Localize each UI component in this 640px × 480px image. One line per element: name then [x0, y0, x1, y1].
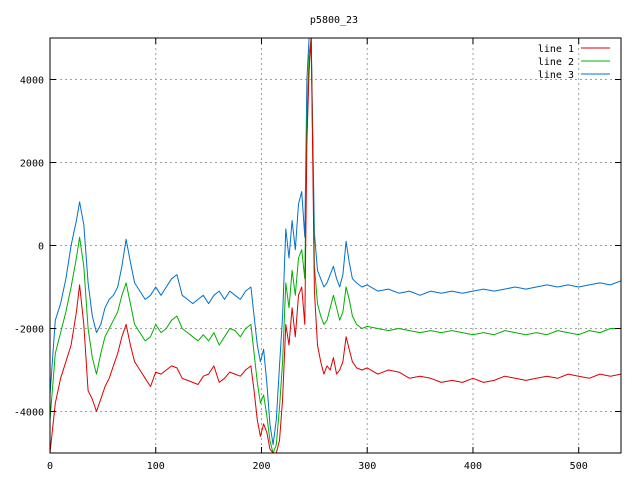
x-tick-label-3: 300: [358, 461, 376, 472]
grid-lines: [50, 38, 621, 453]
x-tick-label-2: 200: [252, 461, 270, 472]
y-tick-label-4: 4000: [20, 76, 44, 87]
legend-label-1: line 1: [538, 44, 574, 55]
x-tick-label-1: 100: [147, 461, 165, 472]
y-tick-label-2: 0: [38, 242, 44, 253]
chart-title: p5800_23: [310, 15, 358, 26]
legend-label-3: line 3: [538, 70, 574, 81]
series-line-3: [50, 38, 621, 446]
y-tick-label-0: -4000: [14, 408, 44, 419]
x-tick-label-4: 400: [464, 461, 482, 472]
y-tick-label-3: 2000: [20, 159, 44, 170]
y-tick-label-1: -2000: [14, 325, 44, 336]
x-tick-label-5: 500: [570, 461, 588, 472]
x-tick-label-0: 0: [47, 461, 53, 472]
series-line-2: [50, 38, 621, 453]
legend: line 1 line 2 line 3: [538, 44, 610, 81]
legend-label-2: line 2: [538, 57, 574, 68]
series-line-1: [50, 38, 621, 453]
plot-area: [50, 38, 621, 453]
axis-ticks: 0 100 200 300 400 500 -4000 -2000 0 2000 4000: [14, 38, 621, 472]
